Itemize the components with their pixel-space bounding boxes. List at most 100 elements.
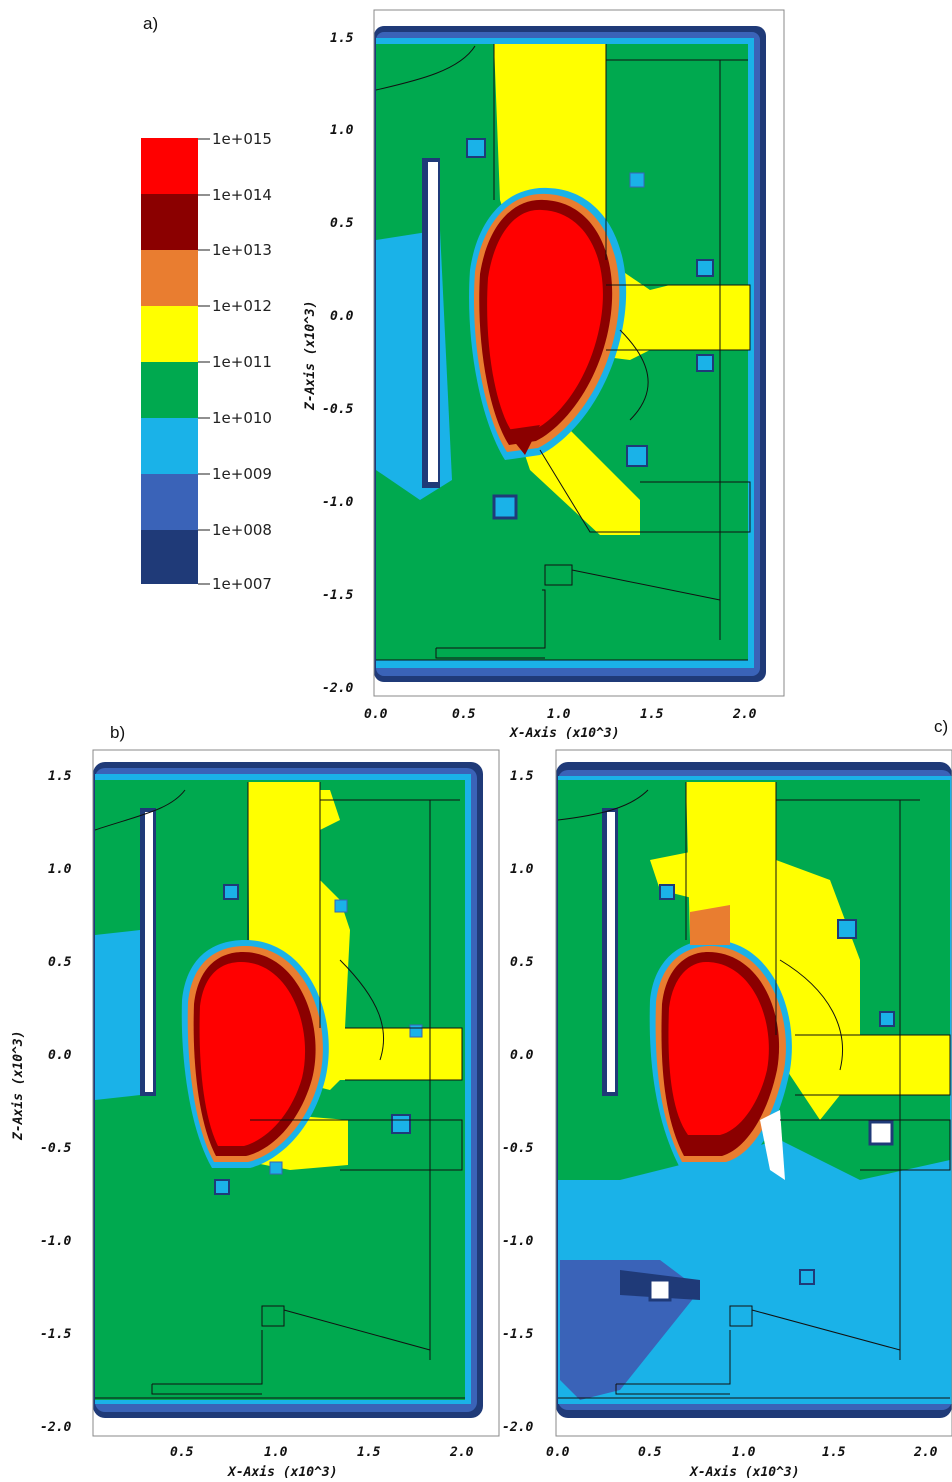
geometry-outline: [375, 44, 751, 661]
y-tick-label: 0.5: [48, 955, 72, 970]
flux-map-c: [556, 762, 952, 1418]
divertor-darkred: [505, 425, 540, 455]
colorbar-segment: [141, 306, 198, 362]
y-tick-label: -1.0: [40, 1234, 71, 1249]
geometry-outline: [557, 782, 951, 1399]
diagnostic-port: [334, 899, 348, 913]
diagnostic-port: [466, 138, 486, 158]
y-axis-label: Z-Axis (x10^3): [11, 1030, 26, 1141]
panel-c: c): [502, 717, 952, 1480]
central-solenoid: [145, 812, 153, 1092]
diagnostic-port: [696, 259, 714, 277]
diagnostic-port: [879, 1011, 895, 1027]
x-tick-label: 0.0: [364, 707, 388, 722]
geometry-outline: [94, 782, 465, 1399]
panel-label: c): [934, 717, 948, 736]
y-tick-label: -1.0: [502, 1234, 533, 1249]
y-tick-label: -1.5: [322, 588, 353, 603]
x-tick-label: 1.0: [547, 707, 571, 722]
central-solenoid: [428, 162, 438, 482]
diagnostic-port: [696, 354, 714, 372]
colorbar-segment: [141, 530, 198, 584]
colorbar-label: 1e+008: [212, 521, 272, 539]
void-region: [760, 1110, 785, 1180]
colorbar-label: 1e+014: [212, 186, 272, 204]
colorbar-label: 1e+010: [212, 409, 272, 427]
colorbar-label: 1e+013: [212, 241, 272, 259]
y-tick-label: -2.0: [502, 1420, 533, 1435]
y-tick-label: 1.0: [330, 123, 354, 138]
x-tick-label: 1.5: [822, 1445, 846, 1460]
x-tick-label: 0.5: [638, 1445, 662, 1460]
colorbar-segment: [141, 362, 198, 418]
plasma-core-red: [199, 962, 306, 1146]
lower-port-yellow: [520, 430, 640, 535]
diagnostic-port: [626, 445, 648, 467]
colorbar-segment: [141, 138, 198, 194]
diagnostic-port: [223, 884, 239, 900]
panel-a: a): [143, 9, 785, 741]
diagnostic-port: [629, 172, 645, 188]
y-tick-label: 0.0: [330, 309, 354, 324]
diagnostic-port: [409, 1024, 423, 1038]
plasma-core-red: [668, 962, 769, 1135]
inboard-blue-region: [95, 930, 150, 1100]
diagnostic-port: [799, 1269, 815, 1285]
diagnostic-port: [214, 1179, 230, 1195]
y-tick-label: 1.5: [330, 31, 354, 46]
plot-frame: [92, 749, 500, 1437]
colorbar-label: 1e+011: [212, 353, 272, 371]
x-tick-label: 1.5: [640, 707, 664, 722]
x-tick-label: 0.0: [546, 1445, 570, 1460]
y-tick-label: -2.0: [40, 1420, 71, 1435]
diagnostic-port: [837, 919, 857, 939]
y-tick-label: 1.5: [48, 769, 72, 784]
colorbar-label: 1e+015: [212, 130, 272, 148]
y-tick-label: 1.0: [48, 862, 72, 877]
colorbar: 1e+015 1e+014 1e+013 1e+012 1e+011 1e+01…: [141, 130, 272, 593]
x-tick-label: 2.0: [913, 1445, 938, 1460]
colorbar-label: 1e+007: [212, 575, 272, 593]
y-axis-label: Z-Axis (x10^3): [303, 300, 318, 411]
y-tick-label: -2.0: [322, 681, 353, 696]
central-solenoid: [607, 812, 615, 1092]
y-tick-label: -0.5: [322, 402, 353, 417]
colorbar-segment: [141, 474, 198, 530]
diagnostic-port: [659, 884, 675, 900]
y-tick-label: 0.5: [330, 216, 354, 231]
x-tick-label: 1.5: [357, 1445, 381, 1460]
colorbar-segment: [141, 250, 198, 306]
x-tick-label: 2.0: [449, 1445, 474, 1460]
diagnostic-port: [492, 494, 518, 520]
colorbar-segment: [141, 194, 198, 250]
diagnostic-port: [269, 1161, 283, 1175]
y-tick-label: 0.0: [48, 1048, 72, 1063]
plot-frame: [373, 9, 785, 697]
diagnostic-port: [648, 1278, 672, 1302]
flux-map-a: [374, 26, 766, 682]
flux-map-b: [93, 762, 483, 1418]
panel-b: b): [11, 723, 500, 1480]
x-tick-label: 1.0: [732, 1445, 756, 1460]
x-axis-label: X-Axis (x10^3): [689, 1465, 800, 1480]
panel-label: b): [110, 723, 125, 742]
y-tick-label: -1.5: [40, 1327, 71, 1342]
colorbar-label: 1e+009: [212, 465, 272, 483]
y-tick-label: 0.5: [510, 955, 534, 970]
x-tick-label: 0.5: [452, 707, 476, 722]
x-axis-label: X-Axis (x10^3): [227, 1465, 338, 1480]
x-axis-label: X-Axis (x10^3): [509, 726, 620, 741]
diagnostic-port: [391, 1114, 411, 1134]
y-tick-label: -1.5: [502, 1327, 533, 1342]
y-tick-label: -1.0: [322, 495, 353, 510]
y-tick-label: 0.0: [510, 1048, 534, 1063]
panel-label: a): [143, 14, 158, 33]
y-tick-label: -0.5: [40, 1141, 71, 1156]
inboard-blue-region: [376, 230, 452, 500]
x-tick-label: 0.5: [170, 1445, 194, 1460]
y-tick-label: -0.5: [502, 1141, 533, 1156]
x-tick-label: 1.0: [264, 1445, 288, 1460]
plot-frame: [555, 749, 952, 1437]
colorbar-segment: [141, 418, 198, 474]
